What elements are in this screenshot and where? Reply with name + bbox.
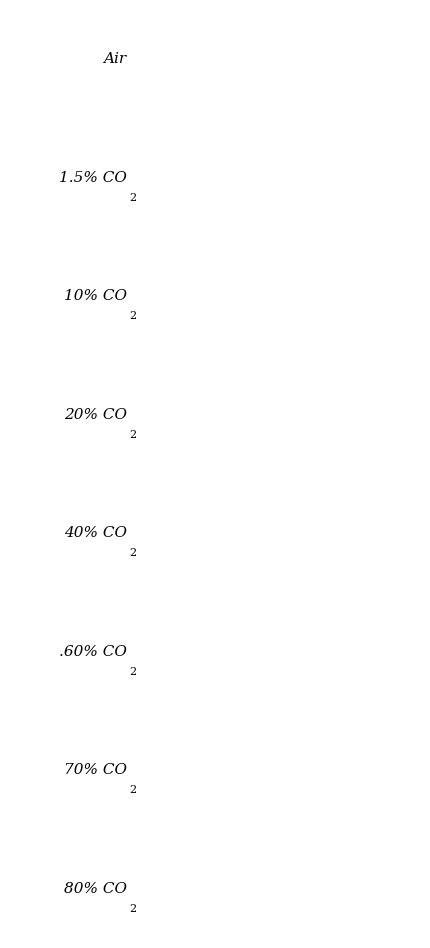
Text: 20% CO: 20% CO xyxy=(64,408,127,422)
Text: 2: 2 xyxy=(129,785,136,795)
Text: 2: 2 xyxy=(129,311,136,321)
Text: 2: 2 xyxy=(129,192,136,203)
Text: 1.5% CO: 1.5% CO xyxy=(59,171,127,185)
Text: .60% CO: .60% CO xyxy=(59,645,127,659)
Text: 40% CO: 40% CO xyxy=(64,526,127,540)
Text: Air: Air xyxy=(104,52,127,66)
Text: 70% CO: 70% CO xyxy=(64,763,127,777)
Text: 10% CO: 10% CO xyxy=(64,289,127,303)
Text: 80% CO: 80% CO xyxy=(64,882,127,896)
Text: 2: 2 xyxy=(129,666,136,677)
Text: 2: 2 xyxy=(129,429,136,440)
Text: 2: 2 xyxy=(129,903,136,914)
Text: 2: 2 xyxy=(129,548,136,558)
